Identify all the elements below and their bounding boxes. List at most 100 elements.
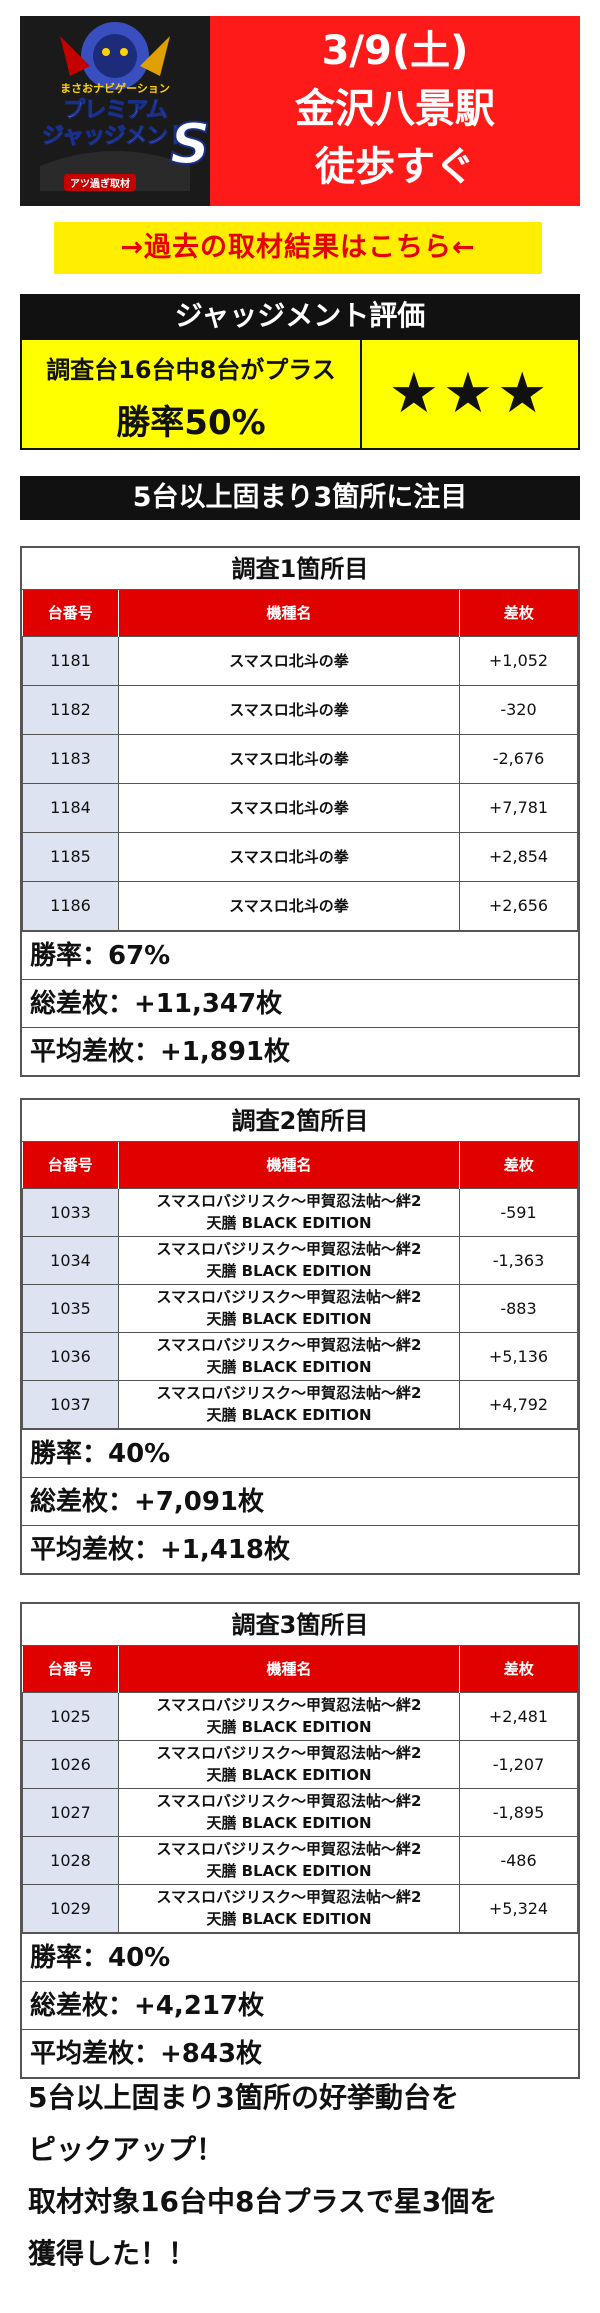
column-header-number: 台番号 xyxy=(22,590,119,636)
machine-number: 1186 xyxy=(22,880,119,931)
judgement-box: ジャッジメント評価 調査台16台中8台がプラス 勝率50% ★★★ xyxy=(20,294,580,450)
coin-diff: -320 xyxy=(459,684,578,735)
survey-title: 調査3箇所目 xyxy=(22,1604,578,1646)
table-row: 1184 スマスロ北斗の拳 +7,781 xyxy=(22,782,578,833)
table-row: 1181 スマスロ北斗の拳 +1,052 xyxy=(22,635,578,686)
summary-line4: 獲得した！！ xyxy=(28,2237,197,2270)
machine-name-line2: 天膳 BLACK EDITION xyxy=(206,1406,372,1424)
survey-table: 台番号 機種名 差枚 1181 スマスロ北斗の拳 +1,052 1182 スマス… xyxy=(22,590,578,931)
machine-name: スマスロ北斗の拳 xyxy=(118,880,460,931)
survey-winrate: 勝率：40% xyxy=(22,1428,578,1477)
table-row: 1185 スマスロ北斗の拳 +2,854 xyxy=(22,831,578,882)
walk-distance: 徒歩すぐ xyxy=(315,144,475,190)
logo-tag: アツ過ぎ取材 xyxy=(64,174,136,191)
machine-number: 1033 xyxy=(22,1187,119,1237)
coin-diff: -1,895 xyxy=(459,1787,578,1837)
premium-judgement-logo: まさおナビゲーション プレミアム ジャッジメント S アツ過ぎ取材 xyxy=(20,16,210,206)
table-header-row: 台番号 機種名 差枚 xyxy=(22,1142,578,1188)
coin-diff: +1,052 xyxy=(459,635,578,686)
survey-table: 台番号 機種名 差枚 1025 スマスロバジリスク～甲賀忍法帖～絆2 天膳 BLA… xyxy=(22,1646,578,1933)
judgement-winrate: 勝率50% xyxy=(116,403,266,443)
machine-number: 1034 xyxy=(22,1235,119,1285)
survey-title: 調査2箇所目 xyxy=(22,1100,578,1142)
coin-diff: -2,676 xyxy=(459,733,578,784)
machine-name-line2: 天膳 BLACK EDITION xyxy=(206,1214,372,1232)
table-header-row: 台番号 機種名 差枚 xyxy=(22,1646,578,1692)
machine-name-line1: スマスロバジリスク～甲賀忍法帖～絆2 xyxy=(156,1888,422,1906)
table-row: 1025 スマスロバジリスク～甲賀忍法帖～絆2 天膳 BLACK EDITION … xyxy=(22,1691,578,1741)
machine-number: 1181 xyxy=(22,635,119,686)
column-header-diff: 差枚 xyxy=(459,1646,578,1692)
summary-line3: 取材対象16台中8台プラスで星3個を xyxy=(28,2185,498,2218)
star-rating: ★★★ xyxy=(388,361,552,426)
table-row: 1035 スマスロバジリスク～甲賀忍法帖～絆2 天膳 BLACK EDITION … xyxy=(22,1283,578,1333)
machine-number: 1037 xyxy=(22,1379,119,1429)
column-header-machine: 機種名 xyxy=(118,590,460,636)
station-name: 金沢八景駅 xyxy=(295,86,495,132)
survey-average-diff: 平均差枚：+1,418枚 xyxy=(22,1524,578,1573)
column-header-machine: 機種名 xyxy=(118,1142,460,1188)
judgement-body: 調査台16台中8台がプラス 勝率50% ★★★ xyxy=(20,338,580,450)
table-row: 1183 スマスロ北斗の拳 -2,676 xyxy=(22,733,578,784)
machine-number: 1029 xyxy=(22,1883,119,1933)
survey-2: 調査2箇所目 台番号 機種名 差枚 1033 スマスロバジリスク～甲賀忍法帖～絆… xyxy=(20,1098,580,1575)
coin-diff: -591 xyxy=(459,1187,578,1237)
past-results-link[interactable]: →過去の取材結果はこちら← xyxy=(54,222,542,274)
survey-table: 台番号 機種名 差枚 1033 スマスロバジリスク～甲賀忍法帖～絆2 天膳 BLA… xyxy=(22,1142,578,1429)
judgement-summary: 調査台16台中8台がプラス 勝率50% xyxy=(22,340,362,448)
table-row: 1034 スマスロバジリスク～甲賀忍法帖～絆2 天膳 BLACK EDITION … xyxy=(22,1235,578,1285)
machine-name: スマスロ北斗の拳 xyxy=(118,831,460,882)
machine-name: スマスロバジリスク～甲賀忍法帖～絆2 天膳 BLACK EDITION xyxy=(118,1283,460,1333)
logo-title-line2: ジャッジメント xyxy=(42,124,190,150)
machine-name: スマスロ北斗の拳 xyxy=(118,684,460,735)
machine-name-line1: スマスロバジリスク～甲賀忍法帖～絆2 xyxy=(156,1696,422,1714)
machine-number: 1036 xyxy=(22,1331,119,1381)
table-row: 1029 スマスロバジリスク～甲賀忍法帖～絆2 天膳 BLACK EDITION … xyxy=(22,1883,578,1933)
machine-name: スマスロバジリスク～甲賀忍法帖～絆2 天膳 BLACK EDITION xyxy=(118,1235,460,1285)
survey-winrate: 勝率：67% xyxy=(22,930,578,979)
machine-name: スマスロバジリスク～甲賀忍法帖～絆2 天膳 BLACK EDITION xyxy=(118,1187,460,1237)
machine-number: 1028 xyxy=(22,1835,119,1885)
machine-name-line2: 天膳 BLACK EDITION xyxy=(206,1358,372,1376)
coin-diff: +2,854 xyxy=(459,831,578,882)
machine-name: スマスロ北斗の拳 xyxy=(118,782,460,833)
survey-total-diff: 総差枚：+7,091枚 xyxy=(22,1476,578,1525)
table-row: 1027 スマスロバジリスク～甲賀忍法帖～絆2 天膳 BLACK EDITION … xyxy=(22,1787,578,1837)
judgement-count: 調査台16台中8台がプラス xyxy=(46,356,336,384)
machine-name-line2: 天膳 BLACK EDITION xyxy=(206,1910,372,1928)
machine-name-line2: 天膳 BLACK EDITION xyxy=(206,1310,372,1328)
survey-title: 調査1箇所目 xyxy=(22,548,578,590)
machine-name-line1: スマスロバジリスク～甲賀忍法帖～絆2 xyxy=(156,1288,422,1306)
coin-diff: +2,656 xyxy=(459,880,578,931)
column-header-diff: 差枚 xyxy=(459,1142,578,1188)
machine-name-line1: スマスロバジリスク～甲賀忍法帖～絆2 xyxy=(156,1840,422,1858)
survey-average-diff: 平均差枚：+1,891枚 xyxy=(22,1026,578,1075)
column-header-number: 台番号 xyxy=(22,1142,119,1188)
table-row: 1182 スマスロ北斗の拳 -320 xyxy=(22,684,578,735)
machine-name: スマスロ北斗の拳 xyxy=(118,733,460,784)
machine-number: 1185 xyxy=(22,831,119,882)
machine-name-line1: スマスロバジリスク～甲賀忍法帖～絆2 xyxy=(156,1336,422,1354)
coin-diff: -486 xyxy=(459,1835,578,1885)
survey-total-diff: 総差枚：+11,347枚 xyxy=(22,978,578,1027)
machine-number: 1035 xyxy=(22,1283,119,1333)
machine-number: 1026 xyxy=(22,1739,119,1789)
machine-name: スマスロバジリスク～甲賀忍法帖～絆2 天膳 BLACK EDITION xyxy=(118,1331,460,1381)
coin-diff: +5,136 xyxy=(459,1331,578,1381)
machine-name-line2: 天膳 BLACK EDITION xyxy=(206,1262,372,1280)
event-date: 3/9(土) xyxy=(321,28,469,74)
coin-diff: +5,324 xyxy=(459,1883,578,1933)
header-info: 3/9(土) 金沢八景駅 徒歩すぐ xyxy=(210,16,580,206)
table-row: 1036 スマスロバジリスク～甲賀忍法帖～絆2 天膳 BLACK EDITION … xyxy=(22,1331,578,1381)
summary-text: 5台以上固まり3箇所の好挙動台を ピックアップ！ 取材対象16台中8台プラスで星… xyxy=(28,2072,578,2280)
summary-line1: 5台以上固まり3箇所の好挙動台を xyxy=(28,2081,459,2114)
coin-diff: -1,207 xyxy=(459,1739,578,1789)
logo-s-mark: S xyxy=(169,111,210,178)
coin-diff: -883 xyxy=(459,1283,578,1333)
machine-name: スマスロバジリスク～甲賀忍法帖～絆2 天膳 BLACK EDITION xyxy=(118,1691,460,1741)
logo-title-line1: プレミアム xyxy=(63,98,168,124)
judgement-title: ジャッジメント評価 xyxy=(20,294,580,338)
machine-number: 1183 xyxy=(22,733,119,784)
machine-number: 1182 xyxy=(22,684,119,735)
machine-name-line1: スマスロバジリスク～甲賀忍法帖～絆2 xyxy=(156,1744,422,1762)
